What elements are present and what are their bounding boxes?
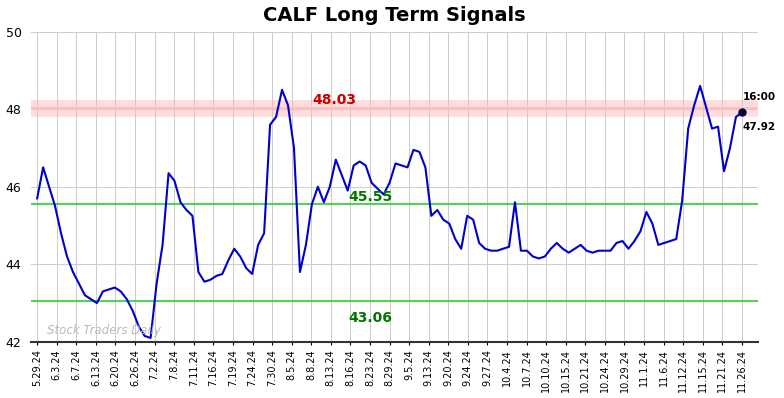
Text: 16:00: 16:00 bbox=[743, 92, 776, 102]
Text: 43.06: 43.06 bbox=[349, 311, 393, 325]
Text: Stock Traders Daily: Stock Traders Daily bbox=[47, 324, 161, 337]
Title: CALF Long Term Signals: CALF Long Term Signals bbox=[263, 6, 526, 25]
Text: 47.92: 47.92 bbox=[743, 122, 776, 132]
Text: 48.03: 48.03 bbox=[312, 93, 357, 107]
Text: 45.55: 45.55 bbox=[349, 190, 393, 204]
